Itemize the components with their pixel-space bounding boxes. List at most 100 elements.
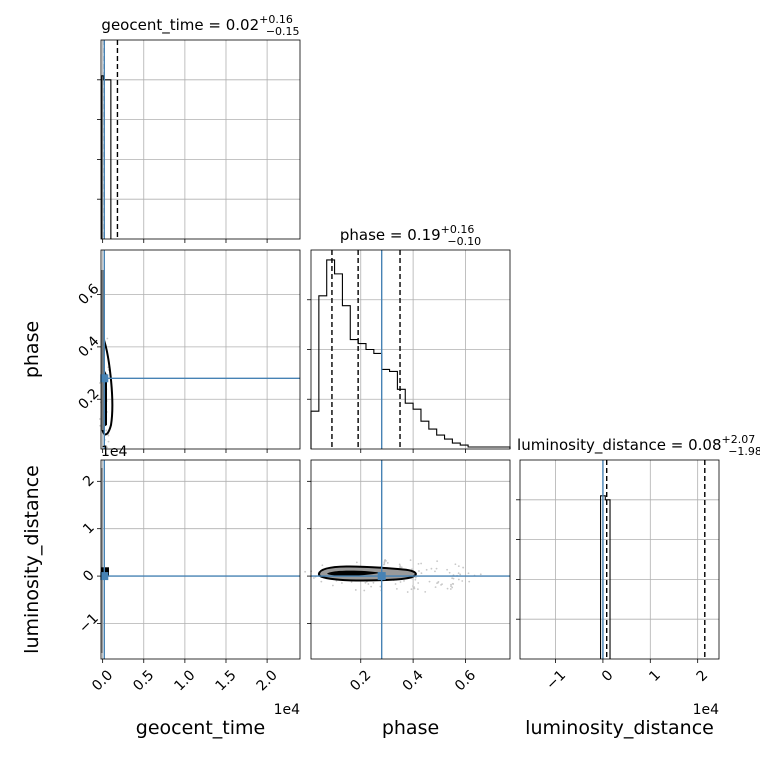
x-tick-label: 1.0 — [171, 667, 198, 694]
x-tick-label: 0.6 — [452, 667, 479, 694]
sample-point — [394, 583, 397, 585]
truth-point — [100, 374, 109, 383]
sample-point — [350, 581, 353, 583]
sample-point — [430, 567, 433, 570]
y-tick-label: 2 — [80, 473, 98, 491]
y-tick-label: −1 — [76, 611, 102, 637]
sample-point — [417, 582, 420, 584]
title-median: 0.02 — [226, 16, 259, 34]
title-lower: −0.10 — [447, 235, 481, 248]
sample-point — [440, 584, 442, 586]
sample-point — [312, 577, 315, 579]
sample-point — [385, 559, 387, 562]
density-strip — [101, 270, 104, 430]
panel-2d-phase-luminosity_distance: 0.2 0.4 0.6 — [304, 459, 511, 694]
sample-point — [452, 577, 455, 580]
sample-point — [412, 585, 414, 587]
sample-point — [106, 337, 109, 340]
sample-point — [395, 587, 398, 590]
x-tick-label: 0.0 — [89, 667, 116, 694]
offset-label-x-geocent_time: 1e4 — [274, 702, 301, 718]
panel-background — [520, 460, 719, 659]
x-tick-label: 0 — [599, 667, 617, 685]
offset-label-y-luminosity_distance: 1e4 — [101, 444, 128, 460]
sample-point — [354, 589, 357, 591]
sample-point — [448, 571, 451, 574]
sample-point — [436, 581, 439, 584]
panel-background — [101, 40, 300, 239]
sample-point — [452, 583, 455, 585]
sample-point — [320, 580, 323, 583]
sample-point — [106, 446, 109, 449]
sample-point — [417, 562, 420, 565]
sample-point — [420, 562, 423, 565]
x-axis-label-phase: phase — [382, 717, 439, 739]
title-upper: +0.16 — [441, 223, 475, 236]
sample-point — [425, 568, 428, 571]
contour-fill — [101, 567, 109, 577]
histogram-geocent_time — [101, 75, 112, 239]
sample-point — [459, 573, 462, 576]
sample-point — [406, 591, 409, 593]
sample-point — [450, 583, 452, 586]
sample-point — [99, 382, 101, 384]
panel-hist-phase — [307, 249, 511, 453]
y-tick-label: 0.6 — [75, 281, 102, 308]
sample-point — [454, 563, 457, 566]
x-tick-label: −1 — [543, 667, 569, 693]
title-prefix: geocent_time = — [101, 16, 225, 35]
sample-point — [403, 579, 405, 582]
sample-point — [467, 572, 470, 575]
sample-point — [370, 585, 373, 588]
sample-point — [450, 585, 452, 588]
x-tick-label: 1 — [646, 667, 664, 685]
sample-point — [451, 577, 454, 580]
sample-point — [105, 429, 108, 432]
histogram-luminosity_distance — [599, 495, 611, 659]
y-tick-label: 0 — [80, 567, 98, 585]
x-axis-label-luminosity_distance: luminosity_distance — [525, 717, 714, 739]
sample-point — [107, 434, 110, 437]
sample-point — [105, 453, 108, 456]
sample-point — [457, 572, 460, 575]
title-upper: +0.16 — [259, 13, 293, 26]
panel-border — [100, 249, 301, 450]
title-lower: −0.15 — [266, 25, 300, 38]
sample-point — [468, 580, 471, 583]
title-median: 0.08 — [688, 436, 721, 454]
density-strip — [101, 468, 103, 653]
x-tick-label: 2 — [694, 667, 712, 685]
sample-point — [410, 588, 413, 591]
sample-point — [434, 586, 437, 589]
sample-point — [451, 586, 454, 589]
panel-title: phase = 0.19+0.16 −0.10 — [340, 223, 481, 248]
sample-point — [411, 568, 413, 571]
x-tick-label: 2.0 — [254, 667, 281, 694]
sample-point — [420, 572, 423, 575]
title-median: 0.19 — [407, 226, 440, 244]
x-tick-label: 0.5 — [130, 667, 157, 694]
sample-point — [367, 583, 370, 585]
sample-point — [383, 563, 385, 566]
truth-point — [377, 572, 386, 581]
sample-point — [363, 589, 366, 592]
y-tick-label: 0.2 — [75, 386, 102, 413]
sample-point — [399, 581, 402, 583]
sample-point — [435, 567, 438, 570]
contour-line — [101, 334, 114, 436]
x-tick-label: 0.4 — [400, 667, 427, 694]
sample-point — [414, 576, 417, 579]
sample-point — [434, 570, 436, 573]
sample-point — [436, 560, 439, 563]
title-prefix: luminosity_distance = — [517, 436, 688, 455]
panel-2d-geocent_time-phase: 0.2 0.4 0.6 — [75, 249, 301, 478]
panel-hist-geocent_time — [97, 39, 301, 243]
title-prefix: phase = — [340, 226, 407, 244]
sample-point — [355, 561, 358, 564]
sample-point — [321, 564, 324, 567]
panel-border — [100, 39, 301, 240]
sample-point — [449, 588, 452, 590]
panel-border — [519, 459, 720, 660]
histogram-phase — [310, 259, 511, 449]
